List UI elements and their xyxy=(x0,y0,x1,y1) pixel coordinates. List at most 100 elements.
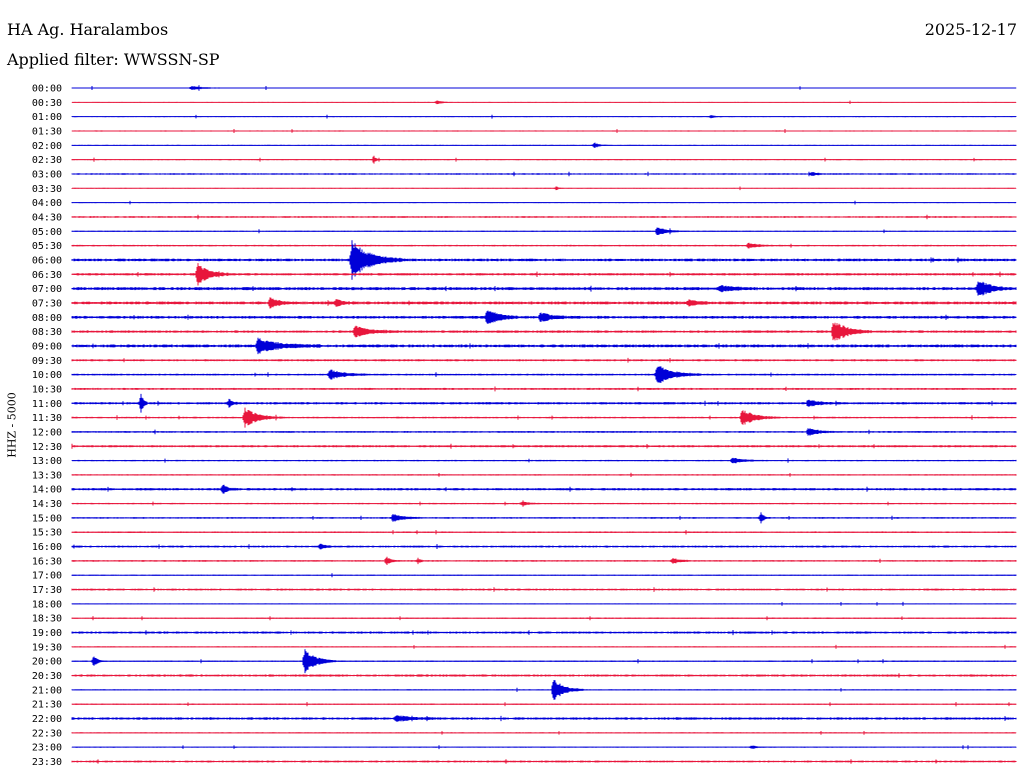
row-time-label: 08:00 xyxy=(32,313,62,324)
trace-row-0030 xyxy=(71,100,1017,105)
row-time-label: 10:00 xyxy=(32,370,62,381)
trace-row-1430 xyxy=(71,500,1017,507)
row-time-label: 08:30 xyxy=(32,327,62,338)
trace-row-1600 xyxy=(71,543,1017,550)
helicorder-rows: 00:00 00:30 01:00 01:30 02:00 02:30 03:00 03:30… xyxy=(32,84,1017,768)
trace-row-1030 xyxy=(71,386,1017,392)
row-time-label: 23:00 xyxy=(32,743,62,754)
row-time-label: 23:30 xyxy=(32,757,62,768)
trace-row-0400 xyxy=(71,200,1017,205)
row-time-label: 14:30 xyxy=(32,499,62,510)
trace-row-0600 xyxy=(71,240,1017,280)
row-time-label: 18:00 xyxy=(32,599,62,610)
row-time-label: 15:00 xyxy=(32,513,62,524)
row-time-label: 05:00 xyxy=(32,227,62,238)
row-time-label: 07:00 xyxy=(32,284,62,295)
trace-row-2000 xyxy=(71,649,1017,674)
trace-row-1300 xyxy=(71,457,1017,464)
row-time-label: 13:30 xyxy=(32,470,62,481)
trace-row-0130 xyxy=(71,129,1017,133)
row-time-label: 03:00 xyxy=(32,169,62,180)
trace-row-1830 xyxy=(71,616,1017,621)
row-time-label: 04:30 xyxy=(32,212,62,223)
trace-row-1100 xyxy=(71,393,1017,413)
trace-row-1800 xyxy=(71,601,1017,606)
row-time-label: 14:00 xyxy=(32,485,62,496)
trace-row-1630 xyxy=(71,556,1017,565)
row-time-label: 16:30 xyxy=(32,556,62,567)
row-time-label: 06:00 xyxy=(32,255,62,266)
trace-row-2230 xyxy=(71,731,1017,735)
trace-row-1900 xyxy=(71,630,1017,636)
filter-label: Applied filter: WWSSN-SP xyxy=(7,50,220,69)
row-time-label: 12:00 xyxy=(32,427,62,438)
trace-row-0530 xyxy=(71,242,1017,249)
row-time-label: 01:00 xyxy=(32,112,62,123)
row-time-label: 12:30 xyxy=(32,442,62,453)
row-time-label: 22:30 xyxy=(32,728,62,739)
row-time-label: 13:00 xyxy=(32,456,62,467)
row-time-label: 02:00 xyxy=(32,141,62,152)
trace-row-1930 xyxy=(71,644,1017,649)
row-time-label: 17:30 xyxy=(32,585,62,596)
row-time-label: 20:30 xyxy=(32,671,62,682)
trace-row-1530 xyxy=(71,530,1017,535)
trace-row-2300 xyxy=(71,745,1017,750)
row-time-label: 16:00 xyxy=(32,542,62,553)
row-time-label: 15:30 xyxy=(32,528,62,539)
trace-row-2130 xyxy=(71,702,1017,707)
trace-row-1200 xyxy=(71,428,1017,436)
row-time-label: 06:30 xyxy=(32,270,62,281)
row-time-label: 22:00 xyxy=(32,714,62,725)
trace-row-1230 xyxy=(71,443,1017,449)
trace-row-1500 xyxy=(71,512,1017,524)
row-time-label: 00:00 xyxy=(32,84,62,95)
trace-row-1000 xyxy=(71,366,1017,383)
row-time-label: 11:00 xyxy=(32,399,62,410)
row-time-label: 11:30 xyxy=(32,413,62,424)
trace-row-0230 xyxy=(71,155,1017,164)
row-time-label: 02:30 xyxy=(32,155,62,166)
plot-date: 2025-12-17 xyxy=(924,20,1017,39)
row-time-label: 01:30 xyxy=(32,126,62,137)
row-time-label: 05:30 xyxy=(32,241,62,252)
trace-row-0200 xyxy=(71,142,1017,148)
row-time-label: 21:00 xyxy=(32,685,62,696)
row-time-label: 19:00 xyxy=(32,628,62,639)
station-title: HA Ag. Haralambos xyxy=(7,20,169,39)
trace-row-2330 xyxy=(71,759,1017,764)
trace-row-0830 xyxy=(71,322,1017,341)
trace-row-0630 xyxy=(71,263,1017,286)
trace-row-1400 xyxy=(71,484,1017,494)
row-time-label: 18:30 xyxy=(32,614,62,625)
trace-row-0500 xyxy=(71,227,1017,235)
trace-row-1130 xyxy=(71,407,1017,428)
trace-row-0430 xyxy=(71,214,1017,220)
row-time-label: 21:30 xyxy=(32,700,62,711)
row-time-label: 09:00 xyxy=(32,341,62,352)
trace-row-0730 xyxy=(71,297,1017,309)
trace-row-0800 xyxy=(71,310,1017,324)
row-time-label: 19:30 xyxy=(32,642,62,653)
trace-row-2200 xyxy=(71,715,1017,722)
trace-row-0930 xyxy=(71,357,1017,363)
row-time-label: 07:30 xyxy=(32,298,62,309)
row-time-label: 10:30 xyxy=(32,384,62,395)
trace-row-0300 xyxy=(71,171,1017,177)
row-time-label: 04:00 xyxy=(32,198,62,209)
row-time-label: 17:00 xyxy=(32,571,62,582)
trace-row-2100 xyxy=(71,680,1017,700)
trace-row-0700 xyxy=(71,281,1017,296)
trace-row-2030 xyxy=(71,673,1017,678)
trace-row-1700 xyxy=(71,573,1017,578)
trace-row-1730 xyxy=(71,587,1017,592)
trace-row-0100 xyxy=(71,114,1017,119)
row-time-label: 20:00 xyxy=(32,657,62,668)
trace-row-0330 xyxy=(71,186,1017,191)
trace-row-0000 xyxy=(71,85,1017,91)
trace-row-0900 xyxy=(71,337,1017,355)
trace-row-1330 xyxy=(71,472,1017,477)
row-time-label: 00:30 xyxy=(32,98,62,109)
row-time-label: 03:30 xyxy=(32,184,62,195)
